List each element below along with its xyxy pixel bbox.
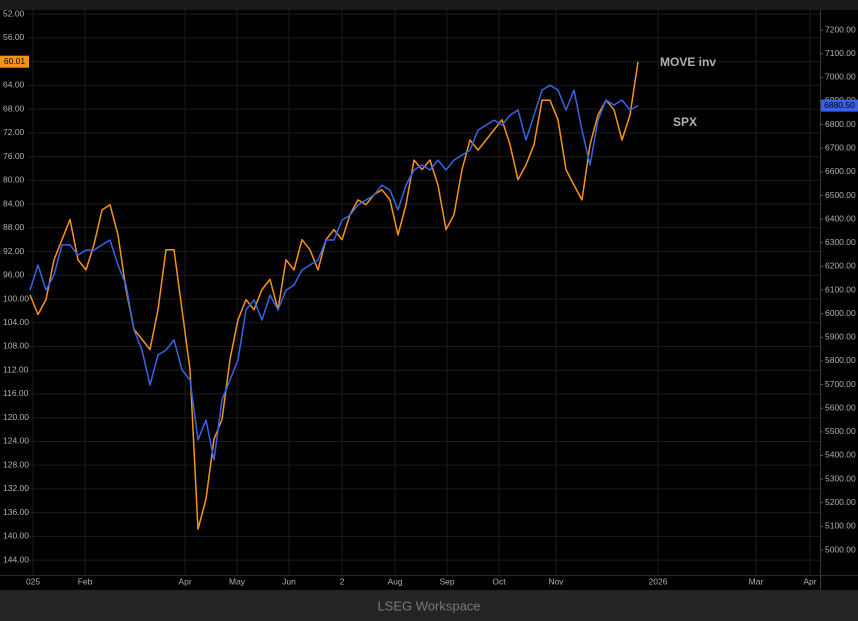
y2-tick-label: 6800.00	[825, 119, 856, 129]
last-value-label: 6880.50	[824, 100, 855, 110]
y2-tick-label: 6600.00	[825, 166, 856, 176]
series-line	[29, 84, 639, 461]
x-tick-label: Aug	[387, 576, 402, 586]
y-tick-label: 80.00	[3, 175, 25, 185]
y2-tick-label: 6200.00	[825, 261, 856, 271]
y-tick-label: 136.00	[3, 507, 29, 517]
y-tick-label: 96.00	[3, 270, 25, 280]
footer: LSEG Workspace	[377, 598, 480, 613]
x-tick-label: 025	[26, 576, 40, 586]
y2-tick-label: 5100.00	[825, 521, 856, 531]
y2-tick-label: 7000.00	[825, 72, 856, 82]
x-tick-label: Mar	[749, 576, 764, 586]
y-tick-label: 72.00	[3, 127, 25, 137]
y-tick-label: 100.00	[3, 293, 29, 303]
y2-tick-label: 5600.00	[825, 402, 856, 412]
x-tick-label: Feb	[78, 576, 93, 586]
y-tick-label: 140.00	[3, 531, 29, 541]
y-tick-label: 64.00	[3, 80, 25, 90]
y2-tick-label: 5200.00	[825, 497, 856, 507]
y-tick-label: 112.00	[3, 364, 29, 374]
grid	[28, 10, 820, 575]
y2-tick-label: 5300.00	[825, 473, 856, 483]
y-tick-label: 116.00	[3, 388, 29, 398]
lines	[29, 61, 639, 531]
y2-tick-label: 5500.00	[825, 426, 856, 436]
y-tick-label: 76.00	[3, 151, 25, 161]
y-tick-label: 128.00	[3, 459, 29, 469]
y2-tick-label: 5000.00	[825, 544, 856, 554]
x-tick-label: Sep	[439, 576, 454, 586]
last-value-badge	[0, 55, 29, 68]
y-tick-label: 88.00	[3, 222, 25, 232]
legend-label: MOVE inv	[660, 55, 716, 69]
x-tick-label: Jun	[282, 576, 296, 586]
x-tick-label: Oct	[492, 576, 506, 586]
x-tick-label: May	[229, 576, 246, 586]
last-value-badge	[821, 99, 858, 112]
labels: 025 Feb Apr May Jun 2 Aug Sep Oct Nov 2026 Mar Apr 52…	[0, 8, 858, 586]
y-tick-label: 52.00	[3, 8, 25, 18]
x-tick-label: 2	[340, 576, 345, 586]
y2-tick-label: 6700.00	[825, 143, 856, 153]
plot-background	[0, 10, 858, 590]
y-tick-label: 108.00	[3, 341, 29, 351]
y-tick-label: 124.00	[3, 436, 29, 446]
y-tick-label: 104.00	[3, 317, 29, 327]
y2-tick-label: 7200.00	[825, 24, 856, 34]
y2-tick-label: 6000.00	[825, 308, 856, 318]
x-tick-label: Apr	[178, 576, 191, 586]
y-tick-label: 120.00	[3, 412, 29, 422]
y2-tick-label: 6300.00	[825, 237, 856, 247]
x-tick-label: Nov	[548, 576, 564, 586]
legend-label: SPX	[673, 115, 697, 129]
y2-tick-label: 5400.00	[825, 450, 856, 460]
y2-tick-label: 5700.00	[825, 379, 856, 389]
footer-bar	[0, 590, 858, 621]
y2-tick-label: 6500.00	[825, 190, 856, 200]
y-tick-label: 92.00	[3, 246, 25, 256]
y2-tick-label: 6100.00	[825, 284, 856, 294]
y-tick-label: 132.00	[3, 483, 29, 493]
y-tick-label: 144.00	[3, 554, 29, 564]
last-value-label: 60.01	[4, 56, 26, 66]
y-tick-label: 56.00	[3, 32, 25, 42]
x-tick-label: 2026	[649, 576, 668, 586]
y2-tick-label: 7100.00	[825, 48, 856, 58]
y-tick-label: 68.00	[3, 103, 25, 113]
y2-tick-label: 5800.00	[825, 355, 856, 365]
y2-tick-label: 6400.00	[825, 213, 856, 223]
y-tick-label: 84.00	[3, 198, 25, 208]
x-tick-label: Apr	[803, 576, 816, 586]
y2-tick-label: 5900.00	[825, 332, 856, 342]
